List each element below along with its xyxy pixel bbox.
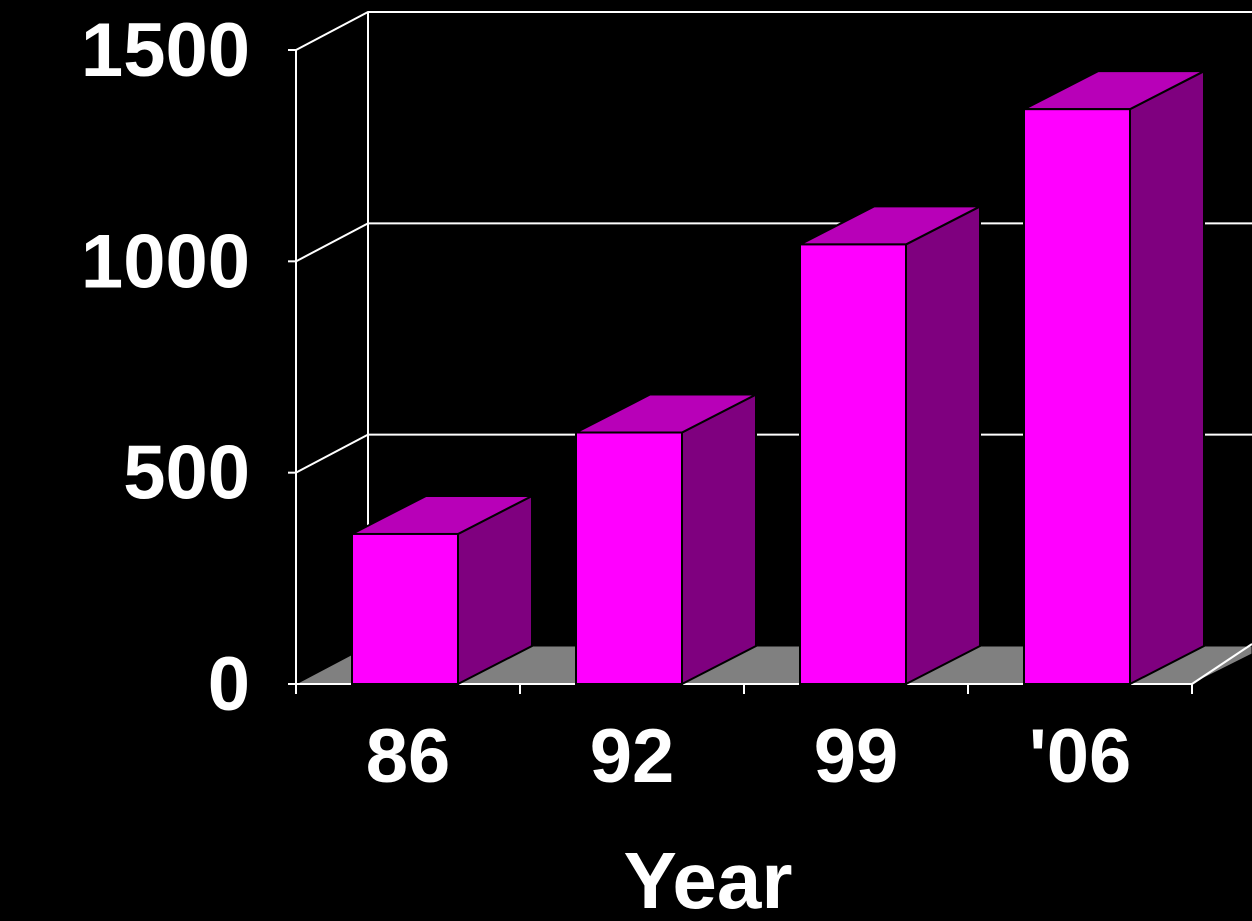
y-axis-tick-labels: 0 500 1000 1500 [81,8,250,727]
x-tick-label-'06: '06 [1029,714,1132,799]
floor-right-edge [1191,643,1252,685]
x-tick-label-99: 99 [814,714,899,799]
x-tick-label-92: 92 [590,714,675,799]
bars [351,69,1205,686]
gridline-1500 [295,11,1252,51]
x-axis-title: Year [623,836,792,921]
y-tick-label-1000: 1000 [81,219,250,304]
bar-side [1129,69,1205,686]
bar-front [799,243,907,685]
bar-86 [351,494,533,686]
bar-99 [799,204,981,686]
y-tick-label-500: 500 [123,431,250,516]
y-tick-label-1500: 1500 [81,8,250,93]
bar-side [681,392,757,686]
x-axis-tick-labels: 86 92 99 '06 [366,714,1132,799]
bar-side [905,204,981,686]
bar-front [351,532,459,685]
bar-front [1023,108,1131,685]
bar-92 [575,392,757,686]
bar-front [575,431,683,685]
bar-'06 [1023,69,1205,686]
x-tick-label-86: 86 [366,714,451,799]
y-tick-label-0: 0 [208,642,250,727]
